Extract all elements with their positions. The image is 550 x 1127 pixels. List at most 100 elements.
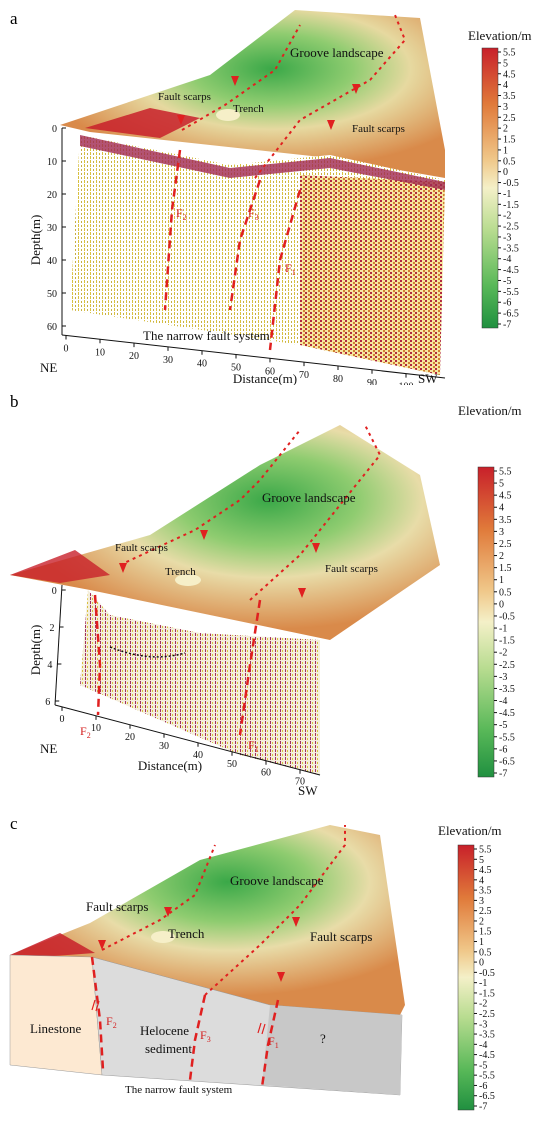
arrow-down-icon [312,543,320,553]
groove-label: Groove landscape [262,490,356,505]
panel-c: c Groove landscape Fault scarps Fault sc… [0,805,550,1122]
arrow-down-icon [292,917,300,927]
colorbar-tick-label: 5.5 [479,845,492,856]
trench-label: Trench [165,566,196,578]
colorbar-tick-label: -5.5 [503,287,519,298]
sediment-label-line2: sediment [145,1041,192,1056]
sediment-label-line1: Helocene [140,1023,189,1038]
colorbar-tick-label: -2 [479,999,487,1010]
panel-a-figure: a Groove landscape Fault scarps Fault sc… [10,9,532,393]
limestone-label: Linestone [30,1021,81,1036]
colorbar-tick-label: 3 [479,896,484,907]
arrow-down-icon [164,907,172,917]
distance-tick-label: 70 [299,370,309,381]
distance-tick-label: 60 [261,768,271,779]
colorbar-tick-label: -3.5 [499,684,515,695]
fault-f2-line [90,956,105,1071]
colorbar-tick-label: 4 [503,80,508,91]
colorbar-tick-label: 4 [479,875,484,886]
distance-tick-label: 20 [129,351,139,362]
colorbar-tick-label: -1.5 [479,988,495,999]
groove-label: Groove landscape [290,45,384,60]
seismic-section-dense [300,175,445,375]
fault-scarps-left-label: Fault scarps [158,91,211,103]
colorbar-tick-label: -7 [479,1102,487,1113]
colorbar-tick-label: 1 [503,145,508,156]
arrow-down-icon [200,530,208,540]
colorbar-tick-label: 0.5 [503,156,516,167]
trench-mark [151,931,175,943]
colorbar-tick-label: 0.5 [499,587,512,598]
distance-tick-label: 30 [159,741,169,752]
arrow-down-icon [298,588,306,598]
fault-scarps-right-label: Fault scarps [325,563,378,575]
fault-trace-2 [254,14,407,179]
colorbar-tick-label: 0.5 [479,947,492,958]
colorbar-a [481,47,499,329]
arrow-down-icon [327,120,335,130]
colorbar-tick-label: -4.5 [499,708,515,719]
colorbar-ticks: 5.554.543.532.521.510.50-0.5-1-1.5-2-2.5… [498,48,519,331]
distance-tick-label: 40 [193,750,203,761]
fault-scarps-left-label: Fault scarps [115,542,168,554]
colorbar-tick-label: 2.5 [479,906,492,917]
distance-tick-label: 0 [60,714,65,725]
distance-tick-label: 50 [231,363,241,374]
f1-label: F1 [285,261,296,277]
colorbar-tick-label: -2 [499,648,507,659]
ne-label: NE [40,741,57,756]
colorbar-tick-label: 0 [479,958,484,969]
distance-axis [54,704,321,776]
colorbar-tick-label: 5 [499,479,504,490]
colorbar-tick-label: -4.5 [503,265,519,276]
colorbar-tick-label: -4 [479,1040,487,1051]
colorbar-tick-label: -1 [499,624,507,635]
trench-label: Trench [168,926,205,941]
colorbar-tick-label: -5 [499,720,507,731]
colorbar-tick-label: -4 [503,254,511,265]
colorbar-tick-label: -6 [503,298,511,309]
colorbar-tick-label: -0.5 [479,968,495,979]
reflector-dotted [109,646,186,658]
panel-a: a Groove landscape Fault scarps Fault sc… [0,0,550,393]
unknown-label: ? [320,1031,326,1046]
trench-mark [175,574,201,586]
colorbar-tick-label: 3 [499,527,504,538]
depth-tick-label: 0 [52,124,57,135]
colorbar-tick-label: 3 [503,102,508,113]
depth-tick-label: 50 [47,289,57,300]
distance-tick-label: 60 [265,366,275,377]
offset-mark [257,1022,266,1035]
colorbar-title: Elevation/m [438,823,502,838]
depth-tick-label: 40 [47,256,57,267]
depth-tick-label: 6 [45,697,50,708]
colorbar-tick-label: -2.5 [499,660,515,671]
colorbar-tick-label: 0 [503,167,508,178]
terrain-high-ridge [85,108,200,138]
depth-axis-title: Depth(m) [28,215,43,266]
fault-f3-line [188,994,207,1081]
distance-tick-label: 10 [95,347,105,358]
depth-axis-title: Depth(m) [28,625,43,676]
colorbar-tick-label: 5 [503,58,508,69]
fault-f3-line [228,179,262,311]
distance-axis [61,334,446,379]
depth-tick-label: 10 [47,157,57,168]
terrain-surface [10,825,405,1015]
colorbar-tick-label: 5.5 [499,467,512,478]
colorbar-tick-label: -5.5 [479,1071,495,1082]
colorbar-b [477,466,495,778]
colorbar-title: Elevation/m [468,28,532,43]
colorbar-title: Elevation/m [458,403,522,418]
colorbar-tick-label: -3 [499,672,507,683]
colorbar-tick-label: -6.5 [479,1091,495,1102]
distance-tick-label: 70 [295,777,305,788]
colorbar-tick-label: -4.5 [479,1050,495,1061]
colorbar-tick-label: -6 [479,1081,487,1092]
depth-tick-label: 4 [47,660,52,671]
distance-tick-label: 30 [163,355,173,366]
f2-label: F2 [176,206,187,222]
fault-f1-line [260,999,280,1088]
colorbar-tick-label: 1.5 [503,135,516,146]
colorbar-tick-label: 1.5 [479,927,492,938]
